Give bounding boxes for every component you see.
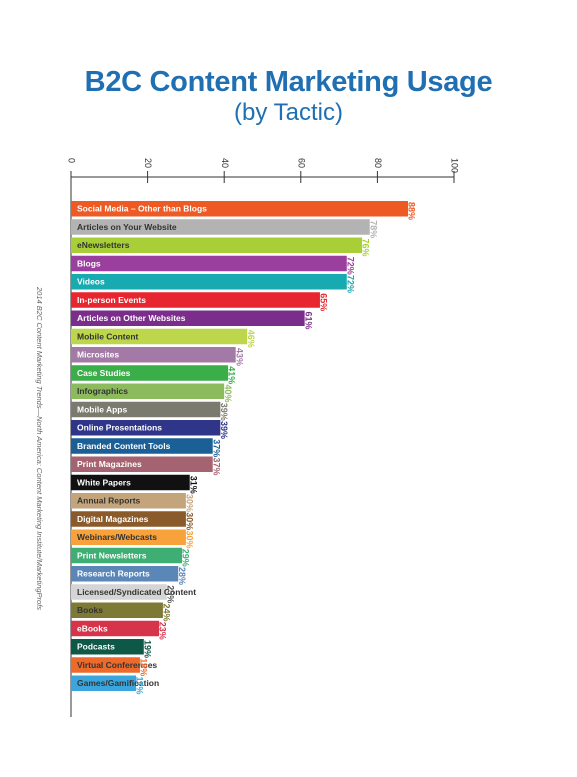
bar-label: Infographics: [77, 386, 128, 396]
value-label: 17%: [135, 677, 145, 695]
bar-label: Case Studies: [77, 368, 131, 378]
bar: [71, 310, 305, 326]
bar: [71, 529, 186, 545]
value-label: 30%: [185, 512, 195, 530]
value-label: 72%: [345, 257, 355, 275]
x-tick-label: 0: [67, 158, 77, 163]
bar: [71, 420, 221, 436]
bar: [71, 657, 140, 673]
bar: [71, 255, 347, 272]
value-label: 61%: [303, 312, 313, 330]
bar: [71, 493, 186, 509]
value-label: 18%: [139, 658, 149, 676]
bar-label: Podcasts: [77, 642, 115, 652]
value-label: 40%: [223, 385, 233, 403]
bar: [71, 328, 248, 345]
value-label: 88%: [407, 202, 417, 220]
bar: [71, 401, 221, 418]
value-label: 28%: [177, 567, 187, 585]
value-label: 37%: [211, 439, 221, 457]
bar-label: Print Newsletters: [77, 550, 147, 560]
bar-label: Games/Gamification: [77, 678, 159, 688]
bar: [71, 511, 186, 527]
bar: [71, 675, 137, 691]
bar-label: Blogs: [77, 258, 101, 268]
bar-label: Books: [77, 605, 103, 615]
value-label: 39%: [219, 421, 229, 439]
x-tick-label: 40: [220, 158, 230, 168]
value-label: 19%: [142, 640, 152, 658]
bar-label: Mobile Apps: [77, 404, 127, 414]
value-label: 43%: [234, 348, 244, 366]
bar: [71, 438, 213, 454]
x-tick-label: 100: [450, 158, 460, 173]
value-label: 39%: [219, 403, 229, 421]
bar-label: White Papers: [77, 477, 131, 487]
x-tick-label: 80: [373, 158, 383, 168]
bar: [71, 292, 320, 308]
bar-label: eNewsletters: [77, 240, 130, 250]
bar-label: eBooks: [77, 623, 108, 633]
bar: [71, 347, 236, 363]
bar: [71, 383, 225, 399]
value-label: 31%: [188, 476, 198, 494]
value-label: 29%: [181, 549, 191, 567]
bar-label: Research Reports: [77, 569, 150, 579]
value-label: 72%: [345, 275, 355, 293]
bar: [71, 547, 183, 564]
bar-label: Articles on Your Website: [77, 222, 177, 232]
chart-subtitle: (by Tactic): [234, 99, 343, 126]
bar-label: Licensed/Syndicated Content: [77, 587, 196, 597]
value-label: 37%: [211, 458, 221, 476]
bar: [71, 566, 179, 582]
bar: [71, 237, 363, 253]
value-label: 24%: [162, 604, 172, 622]
bar: [71, 274, 347, 290]
value-label: 76%: [361, 239, 371, 257]
bar: [71, 639, 144, 655]
value-label: 30%: [185, 494, 195, 512]
bar-label: Articles on Other Websites: [77, 313, 186, 323]
value-label: 46%: [246, 330, 256, 348]
bar-label: Digital Magazines: [77, 514, 149, 524]
bar: [71, 365, 229, 381]
bar-label: In-person Events: [77, 295, 146, 305]
chart-title: B2C Content Marketing Usage: [84, 66, 493, 98]
bar: [71, 584, 167, 600]
x-tick-label: 60: [296, 158, 306, 168]
bar: [71, 620, 160, 637]
value-label: 65%: [319, 293, 329, 311]
bar-label: Webinars/Webcasts: [77, 532, 157, 542]
bar: [71, 201, 409, 217]
bar-label: Branded Content Tools: [77, 441, 171, 451]
bar-label: Social Media – Other than Blogs: [77, 204, 207, 214]
bar-label: Microsites: [77, 350, 119, 360]
x-tick-label: 20: [143, 158, 153, 168]
bar-label: Videos: [77, 277, 105, 287]
value-label: 41%: [227, 366, 237, 384]
value-label: 78%: [368, 220, 378, 238]
bar: [71, 219, 370, 235]
bar-label: Online Presentations: [77, 423, 162, 433]
value-label: 30%: [185, 531, 195, 549]
bar-label: Virtual Conferences: [77, 660, 157, 670]
bar-label: Annual Reports: [77, 496, 141, 506]
value-label: 25%: [165, 585, 175, 603]
bar: [71, 602, 163, 618]
value-label: 23%: [158, 622, 168, 640]
bar: [71, 456, 213, 472]
bar: [71, 474, 190, 491]
bar-label: Mobile Content: [77, 331, 139, 341]
bar-label: Print Magazines: [77, 459, 142, 469]
